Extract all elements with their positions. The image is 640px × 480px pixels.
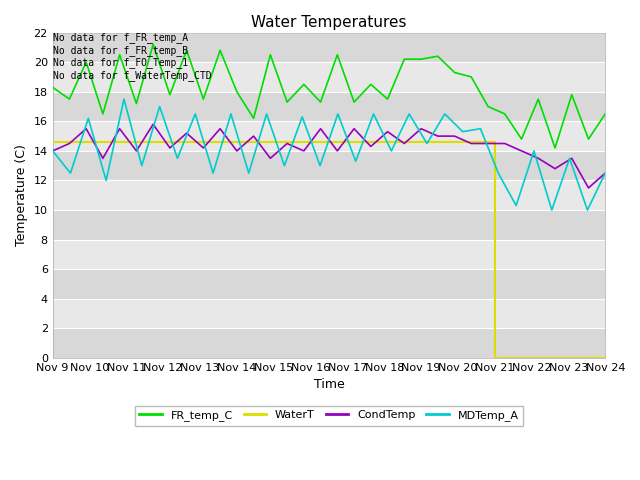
Bar bbox=[52, 299, 605, 328]
Bar bbox=[52, 269, 605, 299]
Bar bbox=[52, 240, 605, 269]
Bar bbox=[52, 121, 605, 151]
Bar bbox=[52, 33, 605, 62]
Text: No data for f_FR_temp_A
No data for f_FR_temp_B
No data for f_FO_Temp_1
No data : No data for f_FR_temp_A No data for f_FR… bbox=[52, 33, 211, 81]
Bar bbox=[52, 210, 605, 240]
X-axis label: Time: Time bbox=[314, 378, 344, 391]
Bar bbox=[52, 328, 605, 358]
Legend: FR_temp_C, WaterT, CondTemp, MDTemp_A: FR_temp_C, WaterT, CondTemp, MDTemp_A bbox=[135, 406, 523, 426]
Title: Water Temperatures: Water Temperatures bbox=[252, 15, 406, 30]
Bar bbox=[52, 62, 605, 92]
Bar bbox=[52, 92, 605, 121]
Bar bbox=[52, 180, 605, 210]
Bar bbox=[52, 151, 605, 180]
Y-axis label: Temperature (C): Temperature (C) bbox=[15, 144, 28, 246]
